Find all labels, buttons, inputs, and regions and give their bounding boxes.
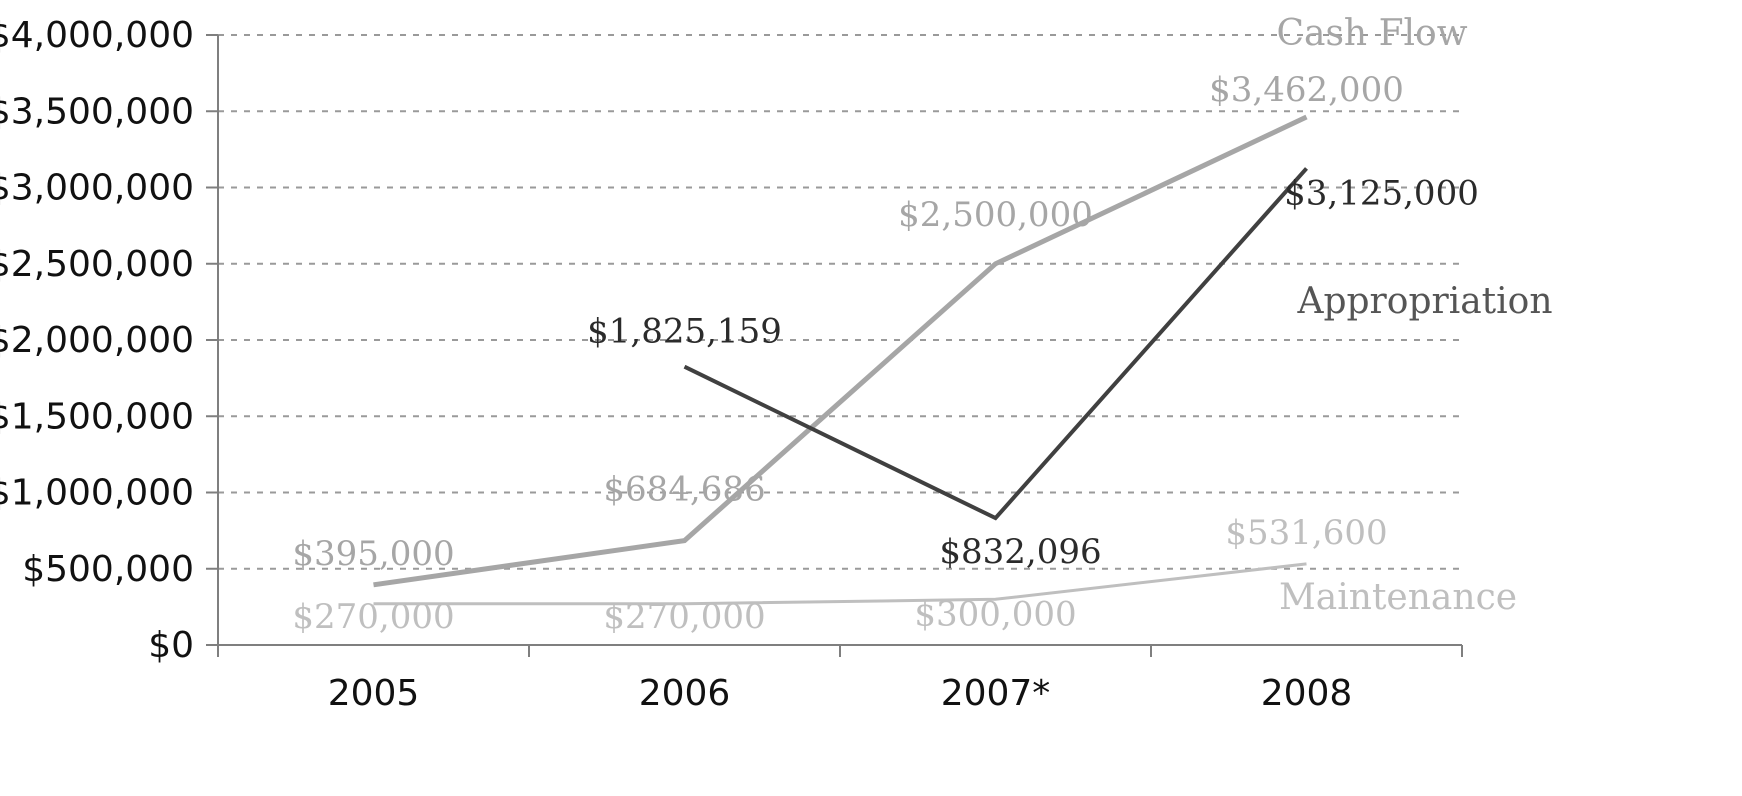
y-tick-label: $0 — [148, 625, 194, 666]
series-name-label: Maintenance — [1279, 577, 1517, 618]
data-labels: $395,000 $684,686 $2,500,000 $3,462,000 $1,8… — [292, 13, 1552, 637]
data-label: $270,000 — [603, 597, 765, 637]
y-tick-label: $1,500,000 — [0, 396, 194, 437]
y-tick-label: $2,500,000 — [0, 244, 194, 285]
data-label: $300,000 — [914, 594, 1076, 634]
data-label: $1,825,159 — [587, 312, 782, 352]
series-line — [373, 562, 1307, 606]
data-label: $531,600 — [1225, 513, 1387, 553]
data-label: $832,096 — [939, 532, 1101, 572]
data-label: $3,462,000 — [1209, 70, 1404, 110]
x-tick-label: 2005 — [328, 673, 420, 714]
y-tick-label: $500,000 — [22, 549, 194, 590]
y-tick-label: $3,000,000 — [0, 168, 194, 209]
series-line — [683, 167, 1308, 521]
x-tick-label: 2008 — [1261, 673, 1353, 714]
series-lines — [373, 114, 1308, 606]
series-line — [373, 114, 1308, 588]
series-name-label: Appropriation — [1296, 281, 1552, 322]
data-label: $2,500,000 — [898, 195, 1093, 235]
x-tick-label: 2007* — [941, 673, 1051, 714]
gridlines — [218, 34, 1462, 570]
data-label: $684,686 — [603, 470, 765, 510]
y-tick-label: $4,000,000 — [0, 15, 194, 56]
series-name-label: Cash Flow — [1276, 13, 1467, 54]
data-label: $270,000 — [292, 597, 454, 637]
axes: $0 $500,000 $1,000,000 $1,500,000 $2,000,000… — [0, 15, 1463, 714]
y-tick-label: $3,500,000 — [0, 91, 194, 132]
y-tick-label: $1,000,000 — [0, 473, 194, 514]
data-label: $395,000 — [292, 534, 454, 574]
x-tick-label: 2006 — [639, 673, 731, 714]
data-label: $3,125,000 — [1284, 173, 1479, 213]
y-tick-label: $2,000,000 — [0, 320, 194, 361]
